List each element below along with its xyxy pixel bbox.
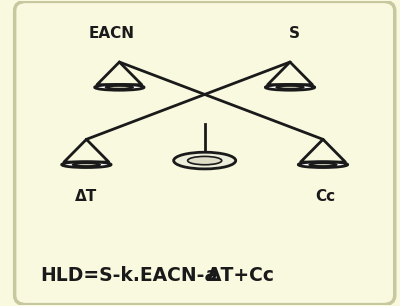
Ellipse shape <box>174 152 236 169</box>
Ellipse shape <box>95 84 144 90</box>
Ellipse shape <box>298 162 348 167</box>
Ellipse shape <box>106 86 133 89</box>
Text: Cc: Cc <box>315 189 335 204</box>
Text: HLD=S-k.EACN-: HLD=S-k.EACN- <box>40 266 205 285</box>
Ellipse shape <box>73 163 100 166</box>
FancyBboxPatch shape <box>15 2 395 304</box>
Ellipse shape <box>265 84 315 90</box>
Text: ΔT: ΔT <box>75 189 98 204</box>
Text: EACN: EACN <box>89 26 135 41</box>
Ellipse shape <box>188 156 222 165</box>
Ellipse shape <box>310 163 336 166</box>
Text: S: S <box>288 26 299 41</box>
Text: ΔT+Cc: ΔT+Cc <box>208 266 276 285</box>
Text: a: a <box>205 266 217 285</box>
Ellipse shape <box>62 162 111 167</box>
Ellipse shape <box>276 86 304 89</box>
